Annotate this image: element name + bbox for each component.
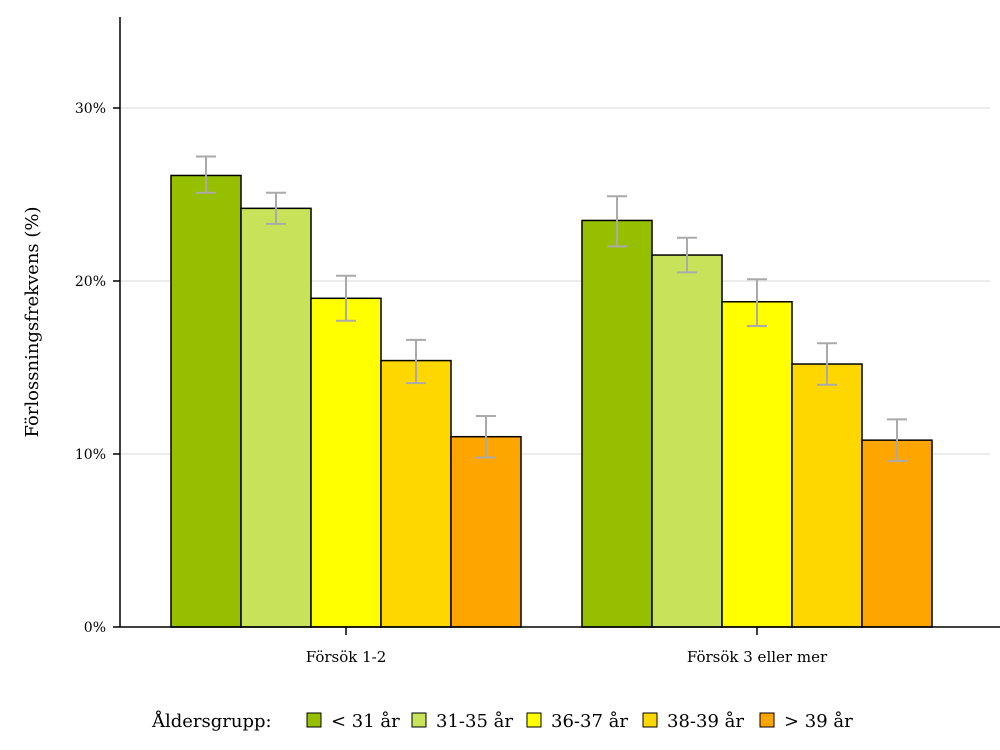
bar [240, 207, 312, 628]
legend-swatch [411, 712, 427, 728]
y-axis-title: Förlossningsfrekvens (%) [22, 206, 43, 437]
bar [581, 219, 653, 628]
bar [450, 435, 522, 628]
bar [380, 359, 452, 628]
legend: Åldersgrupp: < 31 år 31-35 år 36-37 år 38-3… [151, 710, 853, 732]
axes [119, 17, 1000, 628]
legend-label: 38-39 år [667, 710, 744, 732]
legend-swatch [306, 712, 322, 728]
error-bars [196, 155, 907, 462]
x-tick-labels: Försök 1-2 Försök 3 eller mer [306, 627, 828, 666]
legend-label: > 39 år [784, 710, 853, 732]
bar [721, 301, 793, 628]
x-tick-label: Försök 1-2 [306, 648, 387, 666]
legend-swatch [642, 712, 658, 728]
y-tick-label: 0% [84, 620, 106, 636]
y-tick-label: 20% [75, 274, 106, 290]
bar [861, 439, 933, 628]
legend-label: < 31 år [331, 710, 400, 732]
bar [310, 297, 382, 628]
y-tick-label: 30% [75, 101, 106, 117]
bar [651, 254, 723, 628]
legend-swatch [759, 712, 775, 728]
legend-label: 31-35 år [436, 710, 513, 732]
y-tick-label: 10% [75, 447, 106, 463]
y-tick-labels: 0% 10% 20% 30% [75, 101, 120, 636]
legend-label: 36-37 år [551, 710, 628, 732]
bar [791, 363, 863, 628]
bar [170, 174, 242, 628]
legend-title: Åldersgrupp: [151, 710, 272, 732]
bars [170, 174, 933, 628]
legend-swatch [526, 712, 542, 728]
x-tick-label: Försök 3 eller mer [687, 648, 828, 666]
